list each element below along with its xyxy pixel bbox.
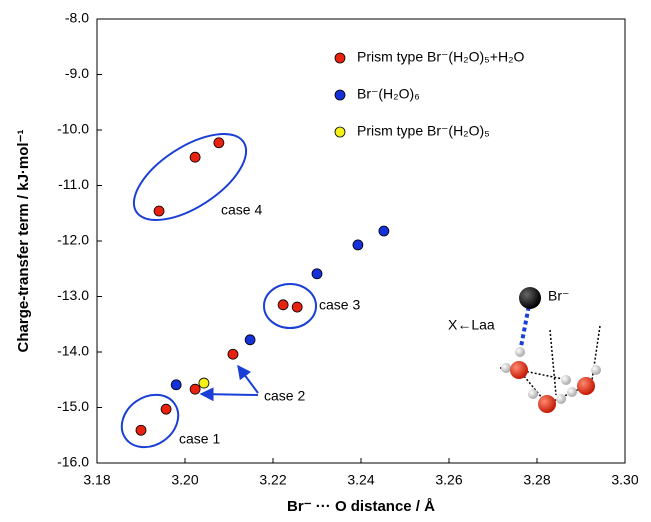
y-tick-label: -16.0 [57,454,89,470]
point [245,335,255,345]
annotation: case 2 [264,388,305,404]
annotation: Br⁻ [548,288,569,304]
point [379,226,389,236]
y-tick-label: -10.0 [57,121,89,137]
y-axis-title: Charge-transfer term / kJ·mol⁻¹ [15,130,32,353]
molecule [500,287,601,413]
x-tick-label: 3.18 [83,472,110,488]
y-tick-label: -12.0 [57,232,89,248]
point [190,152,200,162]
point [312,269,322,279]
y-tick-label: -14.0 [57,343,89,359]
y-tick-label: -11.0 [58,176,89,192]
point [199,378,209,388]
point [136,425,146,435]
x-tick-label: 3.22 [259,472,286,488]
legend-label: Br⁻(H₂O)₆ [357,86,420,102]
y-tick-label: -9.0 [65,65,89,81]
y-tick-label: -8.0 [65,10,89,26]
legend-label: Prism type Br⁻(H₂O)₅+H₂O [357,49,525,65]
point [353,240,363,250]
x-tick-label: 3.20 [171,472,198,488]
annotation: X←Laa [448,317,495,333]
legend-marker [335,127,345,137]
x-tick-label: 3.24 [347,472,374,488]
point [214,138,224,148]
point [154,206,164,216]
legend-marker [335,90,345,100]
legend-marker [335,53,345,63]
point [278,300,288,310]
y-tick-label: -15.0 [57,398,89,414]
x-tick-label: 3.26 [435,472,462,488]
annotation: case 1 [179,431,220,447]
point [228,349,238,359]
chart: Br⁻ ··· O distance / Å Charge-transfer t… [0,0,651,522]
annotation: case 3 [319,297,360,313]
x-tick-label: 3.30 [611,472,638,488]
x-axis-title: Br⁻ ··· O distance / Å [287,498,435,515]
point [292,302,302,312]
legend-label: Prism type Br⁻(H₂O)₅ [357,123,490,139]
annotation: case 4 [221,202,262,218]
point [161,404,171,414]
annotation-shapes [112,117,316,458]
point [190,384,200,394]
x-tick-label: 3.28 [523,472,550,488]
point [171,380,181,390]
y-tick-label: -13.0 [57,287,89,303]
